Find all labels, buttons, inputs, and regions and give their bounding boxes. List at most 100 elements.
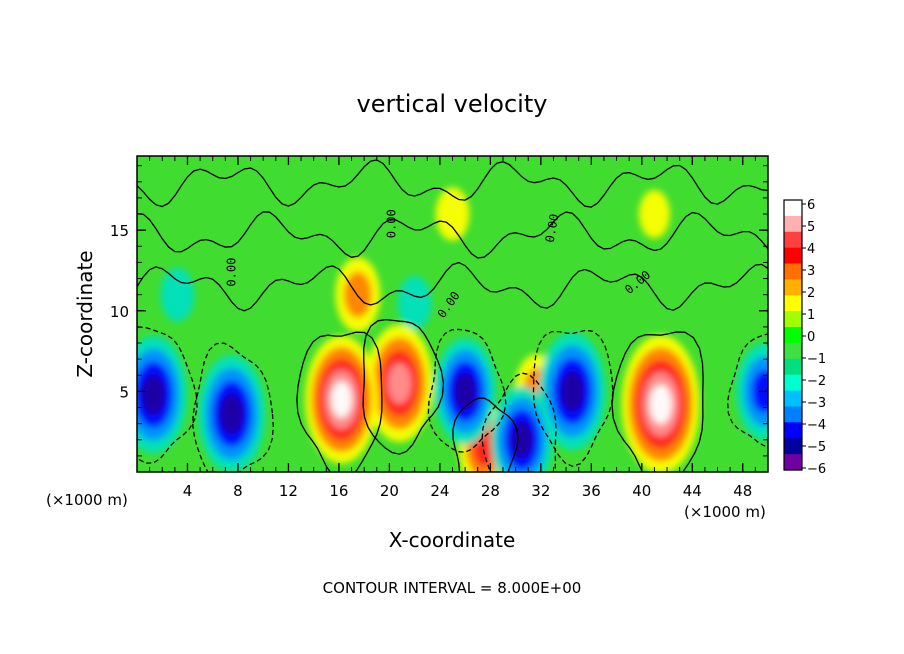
field-level [141,374,166,416]
colorbar-swatch [784,279,802,296]
colorbar-swatch [784,311,802,328]
colorbar-label: 2 [807,286,815,301]
field-feature [491,386,553,472]
chart-title: vertical velocity [357,90,548,118]
field-feature [365,324,434,443]
x-tick-label: 28 [481,482,500,500]
colorbar-swatch [784,374,802,392]
colorbar-label: −5 [807,440,826,455]
field-feature [397,275,432,330]
x-tick-label: 20 [380,482,399,500]
field-feature [198,355,266,472]
colorbar-swatch [784,358,802,376]
field-level [454,372,476,410]
field-feature [434,338,496,445]
field-level [331,381,352,418]
zero-contour [362,318,445,455]
colorbar-swatch [784,422,802,439]
field-level [387,362,412,404]
x-tick-label: 36 [582,482,601,500]
y-tick-label: 5 [119,383,129,401]
x-tick-label: 24 [430,482,449,500]
y-tick-label: 15 [110,222,129,240]
contour-interval-note: CONTOUR INTERVAL = 8.000E+00 [323,579,582,597]
colorbar-swatch [784,215,802,233]
field-feature [137,335,187,454]
colorbar-swatch [784,295,802,312]
field-feature [638,189,670,239]
x-axis-label: X-coordinate [389,528,516,552]
zero-contour [726,333,768,447]
colorbar-label: 1 [807,308,815,323]
zero-contour [611,331,704,472]
zero-contours [137,159,768,472]
field-level [511,421,533,459]
zero-contour [427,328,507,453]
field-feature [435,187,470,241]
field-feature [160,267,195,322]
field-level [638,189,670,239]
x-tick-label: 16 [329,482,348,500]
colorbar-label: −2 [807,374,826,389]
colorbar-swatch [784,200,802,217]
plot-area: 0.000.000.000.000.00 [137,156,768,472]
field-feature [538,332,606,451]
zero-contour [137,159,768,208]
colorbar-label: −3 [807,396,826,411]
field-level [435,187,470,241]
x-unit-label-right: (×1000 m) [684,503,766,521]
zero-contour [532,329,614,467]
zero-contour [137,211,768,259]
field-level [560,370,585,412]
zero-contour [137,261,768,312]
contour-label: 0.00 [385,209,399,238]
x-tick-label: 48 [733,482,752,500]
field-feature [305,335,378,464]
colorbar-swatch [784,406,802,423]
field-feature [335,257,381,333]
colorbar-label: −1 [807,352,826,367]
y-axis-ticks: 5 10 15 [110,165,768,457]
colorbar-swatch [784,231,802,249]
colorbar-swatch [784,454,802,471]
colorbar-label: 3 [807,264,815,279]
field-feature [621,334,700,472]
contour-label: 0.00 [543,213,562,244]
colorbar-label: −4 [807,418,826,433]
colorbar-swatch [784,247,802,265]
y-axis-label: Z-coordinate [73,250,97,377]
x-tick-label: 44 [683,482,702,500]
colorbar-swatch [784,342,802,360]
y-tick-label: 10 [110,303,129,321]
colorbar-swatch [784,327,802,344]
field-level [344,271,372,318]
x-tick-label: 4 [183,482,193,500]
colorbar-label: 4 [807,242,815,257]
colorbar-label: 6 [807,198,815,213]
zero-contour [296,331,383,472]
zero-contour [452,397,519,472]
colorbar-swatch [784,438,802,455]
colorbar-label: 0 [807,330,815,345]
colorbar-swatch [784,390,802,408]
zero-contour [192,342,274,472]
x-tick-label: 12 [279,482,298,500]
colorbar-label: −6 [807,462,826,477]
colorbar-label: 5 [807,220,815,235]
zero-contour [137,326,198,464]
colorbar-swatch [784,263,802,281]
colorbar-frame [783,199,803,471]
x-tick-label: 8 [233,482,243,500]
x-tick-label: 32 [531,482,550,500]
field-level [219,393,244,435]
field-level [397,275,432,330]
velocity-field [137,187,768,472]
field-level [649,384,672,425]
x-axis-ticks: 4 8 12 16 20 24 28 32 36 40 44 48 [149,156,756,500]
field-level [160,267,195,322]
x-tick-label: 40 [632,482,651,500]
x-unit-label-left: (×1000 m) [46,491,128,509]
colorbar: 6 5 4 3 2 1 0 −1 −2 −3 −4 −5 −6 [783,198,826,477]
contour-label: 0.00 [224,258,238,287]
